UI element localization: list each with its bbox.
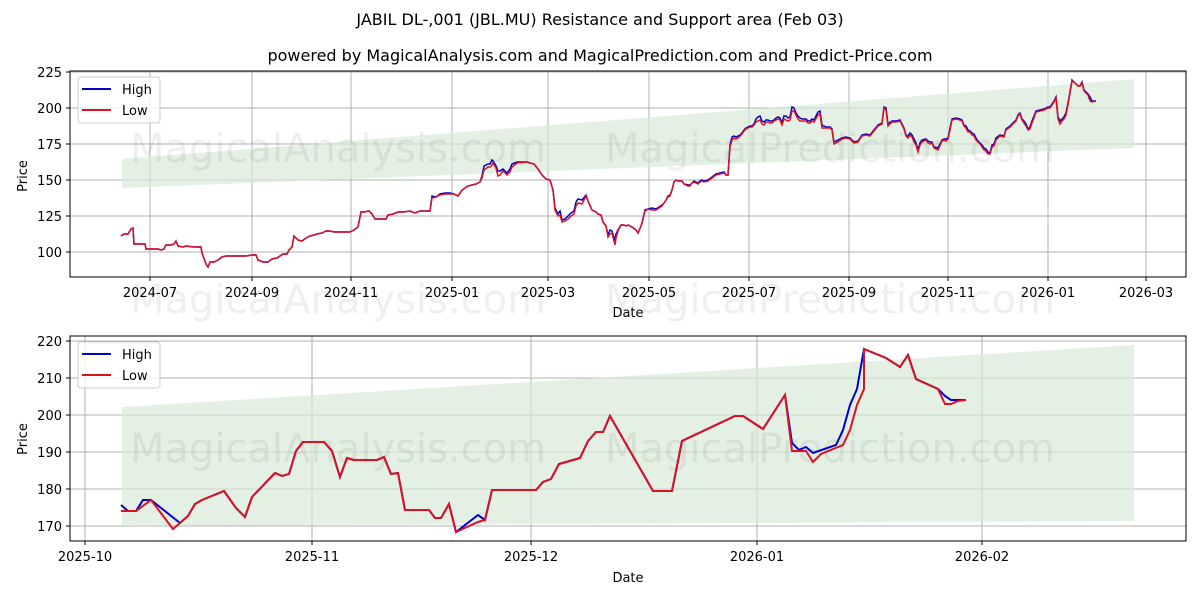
legend-high-label: High — [122, 83, 152, 98]
svg-text:2024-07: 2024-07 — [123, 286, 177, 301]
svg-text:220: 220 — [37, 335, 62, 350]
svg-text:2025-09: 2025-09 — [822, 286, 876, 301]
svg-text:190: 190 — [37, 446, 62, 461]
bottom-legend: High Low — [77, 341, 161, 389]
svg-text:2024-11: 2024-11 — [324, 286, 378, 301]
chart-title: JABIL DL-,001 (JBL.MU) Resistance and Su… — [356, 10, 844, 29]
svg-text:2026-03: 2026-03 — [1119, 286, 1173, 301]
top-xtick-marks — [149, 277, 1147, 281]
top-ytick-labels: 100 125 150 175 200 225 — [37, 66, 62, 261]
watermark-4: MagicalPrediction.com — [605, 277, 1055, 323]
watermark-6: MagicalPrediction.com — [605, 426, 1055, 472]
svg-text:2025-01: 2025-01 — [425, 286, 479, 301]
legend-low-label: Low — [122, 104, 148, 119]
bottom-ytick-labels: 170 180 190 200 210 220 — [37, 335, 62, 535]
svg-text:2025-10: 2025-10 — [58, 550, 112, 565]
bottom-xtick-marks — [84, 541, 983, 545]
svg-text:2025-11: 2025-11 — [285, 550, 339, 565]
top-low-line — [120, 79, 1097, 269]
bottom-y-axis-label: Price — [16, 423, 31, 455]
top-y-axis-label: Price — [16, 160, 31, 192]
svg-text:2025-03: 2025-03 — [521, 286, 575, 301]
svg-text:2026-01: 2026-01 — [730, 550, 784, 565]
top-legend: High Low — [77, 76, 161, 124]
watermark-1: MagicalAnalysis.com — [130, 126, 546, 172]
bottom-axes-frame — [69, 335, 1187, 542]
top-support-resistance-band — [122, 79, 1134, 188]
bottom-chart: MagicalAnalysis.com MagicalPrediction.co… — [16, 335, 1187, 586]
svg-text:2025-07: 2025-07 — [722, 286, 776, 301]
legend-low-label: Low — [122, 369, 148, 384]
svg-text:100: 100 — [37, 246, 62, 261]
bottom-support-resistance-band — [122, 345, 1134, 526]
svg-text:2025-05: 2025-05 — [622, 286, 676, 301]
bottom-xtick-labels: 2025-10 2025-11 2025-12 2026-01 2026-02 — [58, 550, 1009, 565]
top-ytick-marks — [66, 71, 70, 253]
bottom-ytick-marks — [66, 340, 70, 527]
top-chart: MagicalAnalysis.com MagicalPrediction.co… — [16, 66, 1187, 323]
watermark-5: MagicalAnalysis.com — [130, 426, 546, 472]
svg-text:2025-11: 2025-11 — [921, 286, 975, 301]
svg-text:2024-09: 2024-09 — [225, 286, 279, 301]
top-axes-frame — [69, 70, 1187, 278]
bottom-low-line — [121, 347, 967, 534]
bottom-x-axis-label: Date — [612, 571, 643, 586]
top-x-axis-label: Date — [612, 306, 643, 321]
chart-subtitle: powered by MagicalAnalysis.com and Magic… — [267, 46, 933, 65]
svg-text:180: 180 — [37, 483, 62, 498]
svg-text:150: 150 — [37, 174, 62, 189]
svg-text:200: 200 — [37, 102, 62, 117]
svg-text:2026-01: 2026-01 — [1021, 286, 1075, 301]
svg-text:210: 210 — [37, 372, 62, 387]
svg-text:225: 225 — [37, 66, 62, 81]
svg-text:2025-12: 2025-12 — [504, 550, 558, 565]
svg-text:175: 175 — [37, 138, 62, 153]
watermark-3: MagicalAnalysis.com — [130, 277, 546, 323]
svg-text:125: 125 — [37, 210, 62, 225]
legend-high-label: High — [122, 348, 152, 363]
svg-text:170: 170 — [37, 520, 62, 535]
watermark-2: MagicalPrediction.com — [605, 126, 1055, 172]
svg-text:2026-02: 2026-02 — [955, 550, 1009, 565]
top-xtick-labels: 2024-07 2024-09 2024-11 2025-01 2025-03 … — [123, 286, 1173, 301]
svg-text:200: 200 — [37, 409, 62, 424]
